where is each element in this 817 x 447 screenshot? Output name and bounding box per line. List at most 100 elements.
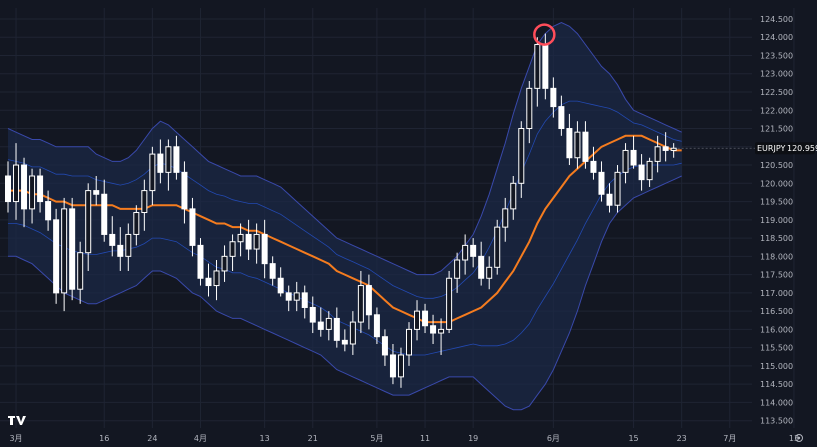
candle-body xyxy=(101,193,108,235)
y-tick-label: 116.000 xyxy=(760,325,793,334)
candle xyxy=(414,300,421,341)
candle xyxy=(446,270,453,334)
candle xyxy=(53,208,60,304)
candle-body xyxy=(526,87,533,130)
candle xyxy=(93,176,100,206)
y-tick-label: 119.000 xyxy=(760,216,793,225)
candle-body xyxy=(165,146,172,173)
candle-body xyxy=(77,252,84,290)
candle xyxy=(638,154,645,191)
candle-body xyxy=(341,339,348,345)
candle xyxy=(606,183,613,213)
last-price-value: 120.959 xyxy=(787,144,817,153)
candle-body xyxy=(510,182,517,210)
candle-body xyxy=(406,328,412,356)
candle-body xyxy=(550,87,557,108)
y-tick-label: 117.000 xyxy=(760,289,793,298)
candle-body xyxy=(109,233,116,246)
candle xyxy=(245,219,252,260)
candle xyxy=(470,238,477,268)
candle xyxy=(462,234,469,275)
candle xyxy=(229,234,236,271)
candle xyxy=(269,256,276,286)
last-price-label: EURJPY 120.959 xyxy=(677,142,817,155)
candle-body xyxy=(181,171,188,210)
candle xyxy=(141,179,148,231)
tradingview-logo[interactable] xyxy=(8,416,26,425)
x-tick-label: 5月 xyxy=(370,434,383,443)
candle xyxy=(285,285,292,312)
candle xyxy=(365,274,372,330)
candle xyxy=(373,307,380,344)
candle xyxy=(133,205,140,246)
y-tick-label: 123.000 xyxy=(760,70,793,79)
candle xyxy=(101,179,108,242)
candle-body xyxy=(189,208,196,246)
candle-body xyxy=(13,164,20,203)
candle xyxy=(237,223,244,257)
candle-body xyxy=(502,208,509,228)
candle-body xyxy=(381,336,388,356)
candle-body xyxy=(261,233,268,265)
candle xyxy=(582,121,589,169)
time-axis[interactable]: 3月 16 24 4月 13 21 5月 11 19 6月 15 23 7月 13 xyxy=(9,434,799,443)
candle xyxy=(494,219,501,275)
candle-body xyxy=(462,244,469,261)
candle-body xyxy=(614,171,621,206)
candle xyxy=(149,146,156,206)
candle xyxy=(510,176,517,220)
candle-body xyxy=(221,255,228,272)
candle xyxy=(430,314,437,344)
candle xyxy=(357,270,364,334)
candle xyxy=(349,311,356,355)
y-tick-label: 115.500 xyxy=(760,344,793,353)
candle-body xyxy=(205,277,212,287)
bollinger-bands xyxy=(7,22,682,411)
candle xyxy=(309,296,316,334)
candle xyxy=(518,121,525,198)
candle-body xyxy=(373,314,380,338)
candle xyxy=(37,168,44,213)
candle xyxy=(5,161,11,213)
candle xyxy=(189,197,196,257)
candle-body xyxy=(37,175,44,203)
candle-body xyxy=(478,255,485,279)
candle-body xyxy=(389,354,396,378)
candle xyxy=(646,157,653,187)
peak-circle-marker xyxy=(533,23,556,46)
candle-body xyxy=(630,149,637,166)
x-tick-label: 15 xyxy=(628,434,638,443)
x-tick-label: 23 xyxy=(677,434,687,443)
logo-v-icon xyxy=(16,416,26,425)
candle xyxy=(622,143,629,184)
x-tick-label: 13 xyxy=(260,434,270,443)
candle xyxy=(598,161,605,202)
candle xyxy=(590,146,597,180)
candle xyxy=(566,113,573,166)
candle xyxy=(109,216,116,257)
candle-body xyxy=(45,201,52,221)
candle-body xyxy=(5,175,11,203)
candle-body xyxy=(325,317,332,330)
candle-body xyxy=(301,292,308,308)
candle-body xyxy=(61,208,68,294)
candle-body xyxy=(566,128,573,159)
candle xyxy=(301,285,308,319)
candle-body xyxy=(277,277,284,294)
candle-body xyxy=(93,190,100,195)
candle xyxy=(117,227,124,271)
candle-body xyxy=(53,219,60,294)
candle xyxy=(317,307,324,337)
price-axis[interactable]: 113.500 114.000 114.500 115.000 115.500 116.0… xyxy=(760,15,793,426)
upper-band-line xyxy=(7,22,682,276)
candle-body xyxy=(197,244,204,279)
candle xyxy=(45,190,52,231)
candle-body xyxy=(245,233,252,250)
settings-icon[interactable] xyxy=(795,434,803,442)
candle-body xyxy=(237,233,244,243)
candle-body xyxy=(21,164,28,210)
highlight-marker xyxy=(533,23,556,46)
candle xyxy=(389,344,396,385)
candle-body xyxy=(229,241,236,257)
